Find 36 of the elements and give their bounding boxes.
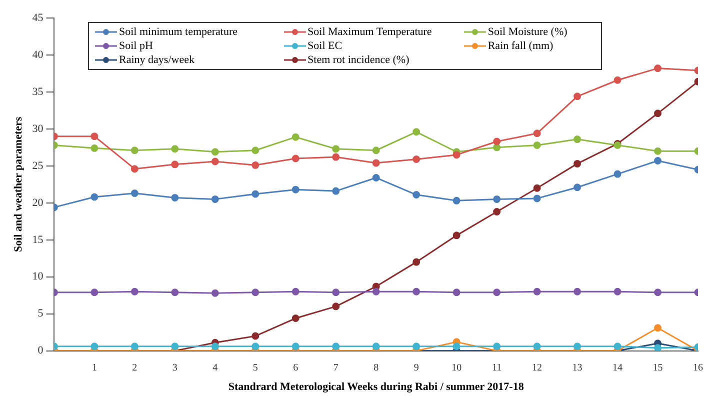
x-tick-label: 1 [92, 362, 97, 374]
y-tick-label: 35 [32, 86, 44, 98]
legend-label: Soil Moisture (%) [488, 25, 568, 39]
x-tick-label: 13 [572, 362, 582, 374]
y-tick-label: 30 [32, 122, 44, 135]
y-tick-label: 40 [32, 48, 44, 61]
legend-label: Soil minimum temperature [119, 25, 238, 39]
x-tick-label: 15 [652, 362, 663, 374]
x-tick-label: 10 [452, 362, 462, 374]
y-tick-label: 25 [32, 160, 44, 172]
legend-label: Soil pH [119, 39, 153, 53]
legend-label: Rain fall (mm) [488, 39, 554, 53]
y-tick-label: 10 [32, 270, 44, 283]
x-tick-label: 12 [532, 362, 542, 374]
y-tick-label: 5 [38, 308, 44, 320]
legend-label: Soil EC [308, 39, 342, 53]
legend-label: Rainy days/week [119, 53, 194, 67]
x-tick-label: 7 [333, 362, 338, 374]
x-tick-label: 6 [293, 362, 298, 374]
x-tick-label: 4 [212, 362, 218, 374]
x-tick-label: 9 [414, 362, 419, 374]
x-tick-label: 3 [172, 362, 178, 374]
y-tick-label: 20 [32, 196, 44, 209]
legend-label: Soil Maximum Temperature [308, 25, 432, 39]
x-tick-label: 2 [132, 362, 138, 374]
x-tick-label: 16 [693, 362, 703, 374]
x-tick-label: 5 [252, 362, 258, 374]
x-tick-label: 11 [492, 362, 502, 374]
legend-label: Stem rot incidence (%) [308, 53, 410, 67]
x-axis-title: Standrard Meterological Weeks during Rabi / summer 2017-18 [228, 381, 524, 394]
y-tick-label: 0 [38, 344, 44, 357]
y-tick-label: 15 [32, 234, 44, 246]
y-axis-title: Soil and weather parameters [12, 116, 24, 252]
x-tick-label: 8 [374, 362, 379, 374]
x-tick-label: 14 [612, 362, 623, 374]
y-tick-label: 45 [32, 12, 44, 24]
